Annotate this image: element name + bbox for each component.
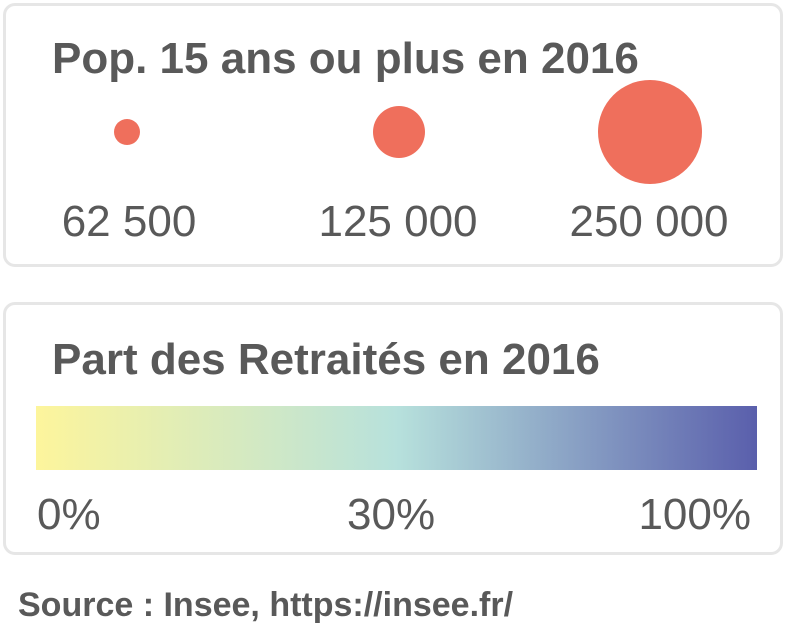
bubble-small-label: 62 500 — [61, 197, 197, 246]
population-size-legend: Pop. 15 ans ou plus en 2016 62 500 125 0… — [3, 3, 783, 267]
bubble-small — [114, 119, 140, 145]
bubble-large — [598, 80, 702, 184]
size-legend-title: Pop. 15 ans ou plus en 2016 — [52, 34, 639, 83]
bubble-medium-label: 125 000 — [318, 197, 478, 246]
retiree-share-legend: Part des Retraités en 2016 0% 30% 100% — [3, 302, 783, 555]
ramp-mid-label: 30% — [347, 490, 436, 539]
ramp-min-label: 0% — [37, 490, 101, 539]
ramp-max-label: 100% — [638, 490, 751, 539]
source-credit: Source : Insee, https://insee.fr/ — [18, 586, 514, 624]
bubble-large-label: 250 000 — [569, 197, 729, 246]
color-ramp — [36, 406, 757, 470]
bubble-medium — [373, 106, 425, 158]
color-legend-title: Part des Retraités en 2016 — [52, 335, 600, 384]
